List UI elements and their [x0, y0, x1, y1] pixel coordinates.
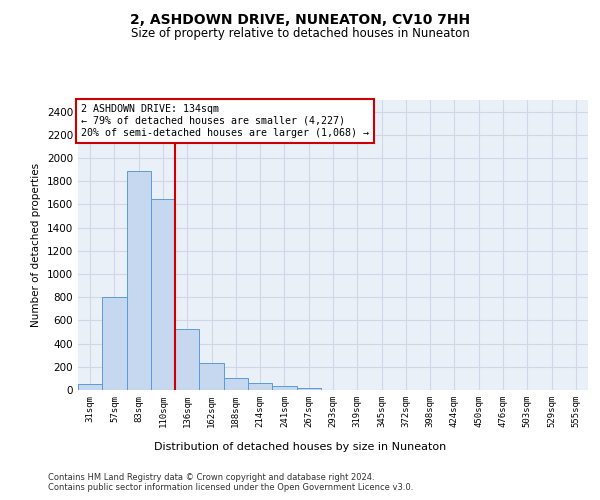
Bar [272, 386, 296, 390]
Bar [248, 383, 272, 390]
Text: Distribution of detached houses by size in Nuneaton: Distribution of detached houses by size … [154, 442, 446, 452]
Text: Size of property relative to detached houses in Nuneaton: Size of property relative to detached ho… [131, 28, 469, 40]
Bar [102, 297, 127, 390]
Bar [78, 384, 102, 390]
Y-axis label: Number of detached properties: Number of detached properties [31, 163, 41, 327]
Bar [296, 388, 321, 390]
Bar [224, 378, 248, 390]
Bar [199, 362, 224, 390]
Text: 2, ASHDOWN DRIVE, NUNEATON, CV10 7HH: 2, ASHDOWN DRIVE, NUNEATON, CV10 7HH [130, 12, 470, 26]
Bar [151, 198, 175, 390]
Text: 2 ASHDOWN DRIVE: 134sqm
← 79% of detached houses are smaller (4,227)
20% of semi: 2 ASHDOWN DRIVE: 134sqm ← 79% of detache… [80, 104, 368, 138]
Bar [127, 171, 151, 390]
Bar [175, 328, 199, 390]
Text: Contains HM Land Registry data © Crown copyright and database right 2024.
Contai: Contains HM Land Registry data © Crown c… [48, 473, 413, 492]
